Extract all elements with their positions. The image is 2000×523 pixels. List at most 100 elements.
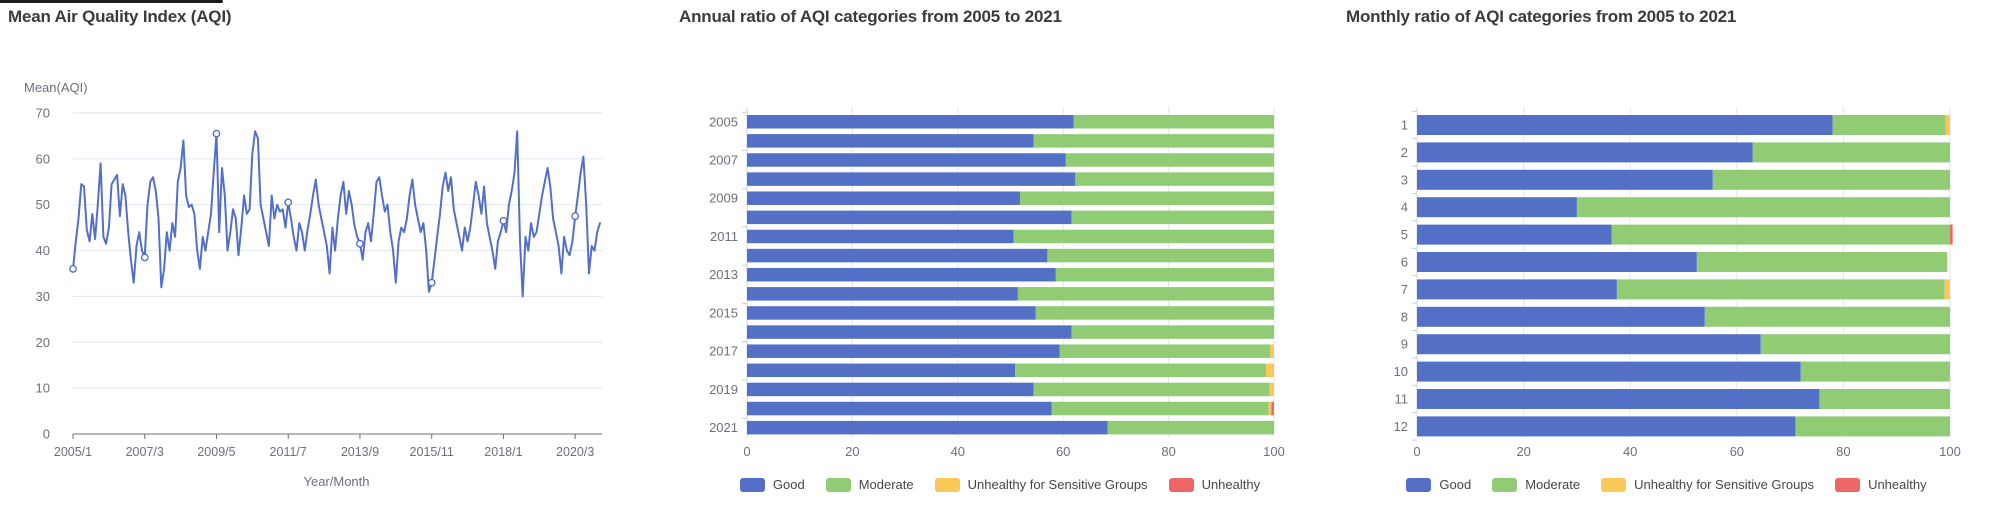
panel-annual-ratio-bar-chart: Annual ratio of AQI categories from 2005…: [667, 0, 1333, 523]
legend-swatch-icon: [825, 477, 851, 492]
annual-chart-legend: Good Moderate Unhealthy for Sensitive Grou…: [667, 477, 1333, 492]
y-axis-tick-label: 70: [36, 106, 50, 121]
bar-segment-moderate: [1071, 325, 1274, 339]
legend-swatch-icon: [1492, 477, 1518, 492]
bar-segment-good: [1417, 361, 1801, 382]
bar-segment-good: [747, 420, 1108, 435]
bar-segment-unhealthy-for-sensitive-groups: [1266, 363, 1274, 378]
x-axis-tick-label: 100: [1263, 444, 1285, 459]
category-label: 2005: [709, 114, 738, 129]
bar-segment-unhealthy-for-sensitive-groups: [1269, 382, 1274, 397]
browser-artifact-bar: [0, 0, 223, 3]
bar-segment-moderate: [1073, 115, 1274, 129]
bar-segment-moderate: [1033, 382, 1270, 397]
x-axis-tick-label: 80: [1161, 444, 1175, 459]
bar-segment-good: [1417, 224, 1612, 245]
legend-item-unhealthy-for-sensitive-groups[interactable]: Unhealthy for Sensitive Groups: [1601, 477, 1814, 492]
category-label: 5: [1401, 227, 1408, 242]
bar-segment-good: [1417, 416, 1796, 437]
line-marker: [212, 129, 221, 138]
line-marker: [284, 198, 293, 207]
x-axis-tick-label: 100: [1939, 444, 1961, 459]
category-label: 2015: [709, 305, 738, 320]
bar-segment-good: [747, 153, 1066, 167]
line-marker: [140, 253, 149, 262]
x-axis-tick-label: 2020/3: [556, 445, 594, 459]
x-axis-tick-label: 20: [845, 444, 859, 459]
x-axis-name: Year/Month: [303, 474, 369, 489]
panel-monthly-ratio-bar-chart: Monthly ratio of AQI categories from 200…: [1333, 0, 2000, 523]
line-chart-title: Mean Air Quality Index (AQI): [8, 7, 232, 26]
bar-segment-unhealthy: [1271, 401, 1274, 416]
category-label: 2021: [709, 420, 738, 435]
bar-segment-moderate: [1576, 197, 1950, 218]
legend-label: Moderate: [858, 477, 914, 492]
category-label: 7: [1401, 282, 1408, 297]
legend-item-unhealthy[interactable]: Unhealthy: [1835, 477, 1927, 492]
legend-item-good[interactable]: Good: [739, 477, 805, 492]
bar-segment-good: [747, 401, 1052, 416]
bar-segment-good: [747, 306, 1036, 320]
bar-segment-good: [747, 363, 1016, 378]
x-axis-tick-label: 2009/5: [197, 445, 235, 459]
category-label: 2011: [710, 229, 738, 244]
legend-item-good[interactable]: Good: [1406, 477, 1471, 492]
x-axis-tick-label: 2007/3: [126, 445, 164, 459]
y-axis-tick-label: 30: [36, 289, 50, 304]
legend-swatch-icon: [1168, 477, 1194, 492]
bar-segment-moderate: [1832, 115, 1946, 135]
bar-segment-moderate: [1035, 306, 1274, 320]
legend-swatch-icon: [934, 477, 960, 492]
bar-segment-moderate: [1047, 248, 1274, 263]
bar-segment-good: [747, 210, 1072, 225]
bar-segment-moderate: [1033, 134, 1274, 148]
bar-segment-good: [747, 267, 1056, 282]
category-label: 9: [1401, 337, 1408, 352]
line-marker: [356, 239, 364, 248]
legend-item-moderate[interactable]: Moderate: [1492, 477, 1580, 492]
y-axis-tick-label: 20: [36, 335, 50, 350]
y-axis-tick-label: 0: [43, 427, 50, 442]
bar-segment-good: [747, 287, 1018, 301]
panel-mean-aqi-line-chart: Mean Air Quality Index (AQI) Mean(AQI) 0 1…: [0, 0, 667, 523]
bar-segment-good: [747, 229, 1014, 244]
x-axis-tick-label: 2005/1: [54, 445, 92, 459]
bar-segment-good: [747, 172, 1076, 186]
bar-segment-moderate: [1752, 142, 1950, 163]
legend-swatch-icon: [1835, 477, 1861, 492]
bar-segment-moderate: [1611, 224, 1950, 245]
legend-item-moderate[interactable]: Moderate: [825, 477, 914, 492]
bar-segment-good: [747, 382, 1034, 397]
legend-item-unhealthy[interactable]: Unhealthy: [1168, 477, 1260, 492]
bar-segment-good: [1417, 334, 1761, 355]
x-axis-tick-label: 80: [1836, 444, 1850, 459]
bar-segment-good: [747, 134, 1034, 148]
bar-segment-moderate: [1019, 191, 1274, 205]
category-label: 3: [1401, 172, 1408, 187]
x-axis-tick-label: 0: [743, 444, 750, 459]
legend-label: Good: [1439, 477, 1472, 492]
x-axis-tick-label: 40: [951, 444, 965, 459]
bar-segment-moderate: [1055, 267, 1274, 282]
bar-segment-good: [1417, 115, 1833, 135]
bar-segment-unhealthy-for-sensitive-groups: [1270, 344, 1274, 358]
annual-chart-title: Annual ratio of AQI categories from 2005…: [679, 7, 1062, 26]
legend-swatch-icon: [1601, 477, 1627, 492]
legend-item-unhealthy-for-sensitive-groups[interactable]: Unhealthy for Sensitive Groups: [934, 477, 1148, 492]
category-label: 2007: [709, 152, 738, 167]
category-label: 6: [1401, 255, 1408, 270]
category-label: 2009: [709, 191, 738, 206]
category-label: 2017: [709, 344, 738, 359]
x-axis-tick-label: 2013/9: [341, 445, 379, 459]
bar-segment-unhealthy-for-sensitive-groups: [1945, 115, 1950, 135]
x-axis-tick-label: 40: [1623, 444, 1637, 459]
bar-segment-moderate: [1013, 229, 1274, 244]
line-marker: [69, 265, 77, 273]
x-axis-tick-label: 2015/11: [410, 445, 454, 459]
legend-label: Unhealthy for Sensitive Groups: [1634, 477, 1815, 492]
bar-segment-moderate: [1075, 172, 1274, 186]
bar-segment-moderate: [1015, 363, 1267, 378]
bar-segment-moderate: [1616, 279, 1945, 300]
bar-segment-moderate: [1712, 169, 1950, 190]
